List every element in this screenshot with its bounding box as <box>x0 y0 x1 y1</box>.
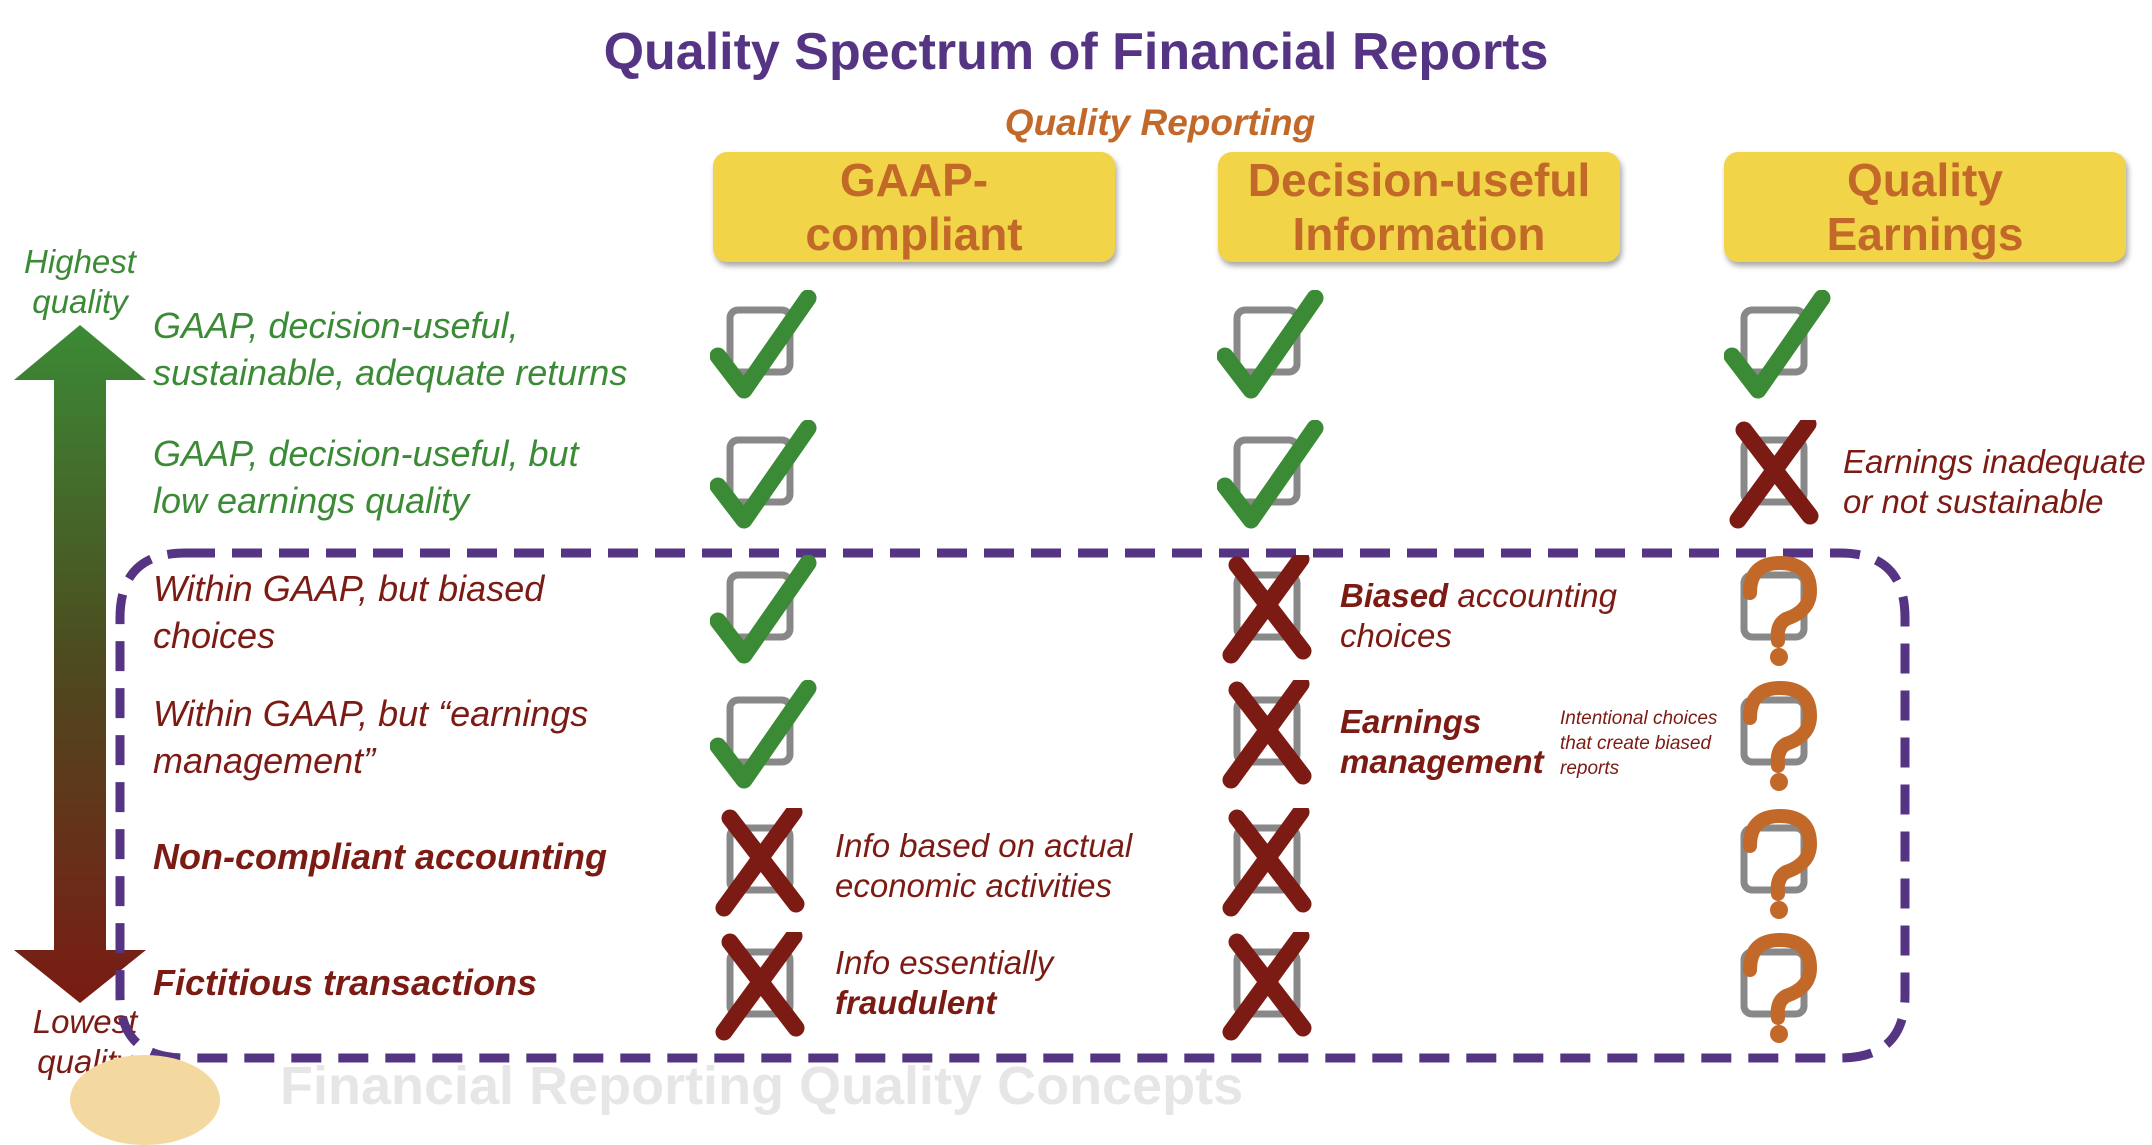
row-text: low earnings quality <box>153 480 470 521</box>
page-title: Quality Spectrum of Financial Reports <box>603 23 1549 81</box>
check-mark-icon <box>1724 290 1844 410</box>
column-header-line: Information <box>1292 208 1546 260</box>
note-text: Info essentially <box>835 944 1054 981</box>
cross-mark-icon <box>1217 808 1337 928</box>
note-text: Info based on actual <box>835 827 1133 864</box>
note-text: Earnings inadequate <box>1843 443 2146 480</box>
axis-text: quality <box>32 283 128 320</box>
check-mark-icon <box>710 290 830 410</box>
note-text: management <box>1340 743 1544 780</box>
note-text: Earnings <box>1340 703 1482 740</box>
column-header-line: Earnings <box>1826 208 2024 260</box>
row-label-low-earnings-quality: GAAP, decision-useful, but low earnings q… <box>153 430 579 524</box>
column-header-line: Decision-useful <box>1247 154 1591 206</box>
column-header-line: compliant <box>805 208 1023 260</box>
axis-highest-label: Highest quality <box>10 242 150 322</box>
check-mark-icon <box>710 680 830 800</box>
row-text: GAAP, decision-useful, <box>153 305 519 346</box>
axis-text: Highest <box>24 243 136 280</box>
row-label-non-compliant: Non-compliant accounting <box>153 833 607 880</box>
note-biased-accounting: Biased accounting choices <box>1340 576 1617 656</box>
column-header-gaap: GAAP-compliant <box>713 152 1115 262</box>
row-label-biased-choices: Within GAAP, but biased choices <box>153 565 544 659</box>
row-text: management” <box>153 740 376 781</box>
note-earnings-inadequate: Earnings inadequate or not sustainable <box>1843 442 2146 522</box>
note-bold-text: fraudulent <box>835 984 997 1021</box>
note-bold-text: Biased <box>1340 577 1449 614</box>
cross-mark-icon <box>1217 555 1337 675</box>
watermark-text: Financial Reporting Quality Concepts <box>280 1056 1244 1116</box>
cross-mark-icon <box>1217 680 1337 800</box>
note-fraudulent: Info essentially fraudulent <box>835 943 1053 1023</box>
column-header-line: GAAP- <box>839 154 989 206</box>
question-mark-icon <box>1724 555 1844 675</box>
cross-mark-icon <box>710 808 830 928</box>
row-label-earnings-management: Within GAAP, but “earnings management” <box>153 690 588 784</box>
note-earnings-management: Earnings management <box>1340 702 1544 782</box>
row-text: Within GAAP, but “earnings <box>153 693 589 734</box>
column-header-decision-useful: Decision-useful Information <box>1218 152 1620 262</box>
cross-mark-icon <box>1724 420 1844 540</box>
quality-gradient-arrow <box>14 325 146 1003</box>
question-mark-icon <box>1724 680 1844 800</box>
column-header-line: Quality <box>1847 154 2003 206</box>
note-text: choices <box>1340 617 1452 654</box>
note-text: that create biased <box>1560 733 1712 754</box>
check-mark-icon <box>1217 420 1337 540</box>
row-text: Fictitious transactions <box>153 962 538 1003</box>
row-label-gaap-sustainable: GAAP, decision-useful, sustainable, adequ… <box>153 302 627 396</box>
subtitle-quality-reporting: Quality Reporting <box>1004 102 1316 143</box>
note-text: or not sustainable <box>1843 483 2104 520</box>
note-actual-activities: Info based on actual economic activities <box>835 826 1132 906</box>
check-mark-icon <box>1217 290 1337 410</box>
row-text: GAAP, decision-useful, but <box>153 433 579 474</box>
column-header-quality-earnings: Quality Earnings <box>1724 152 2126 262</box>
watermark-circle <box>70 1055 220 1145</box>
cross-mark-icon <box>1217 932 1337 1052</box>
row-label-fictitious: Fictitious transactions <box>153 959 537 1006</box>
note-text: accounting <box>1448 577 1618 614</box>
row-text: Non-compliant accounting <box>153 836 607 877</box>
note-text: reports <box>1560 758 1620 779</box>
check-mark-icon <box>710 420 830 540</box>
question-mark-icon <box>1724 932 1844 1052</box>
question-mark-icon <box>1724 808 1844 928</box>
note-intentional-choices: Intentional choices that create biased rep… <box>1560 706 1717 781</box>
cross-mark-icon <box>710 932 830 1052</box>
row-text: sustainable, adequate returns <box>153 352 628 393</box>
check-mark-icon <box>710 555 830 675</box>
row-text: Within GAAP, but biased <box>153 568 545 609</box>
note-text: Intentional choices <box>1560 708 1718 729</box>
row-text: choices <box>153 615 276 656</box>
note-text: economic activities <box>835 867 1112 904</box>
